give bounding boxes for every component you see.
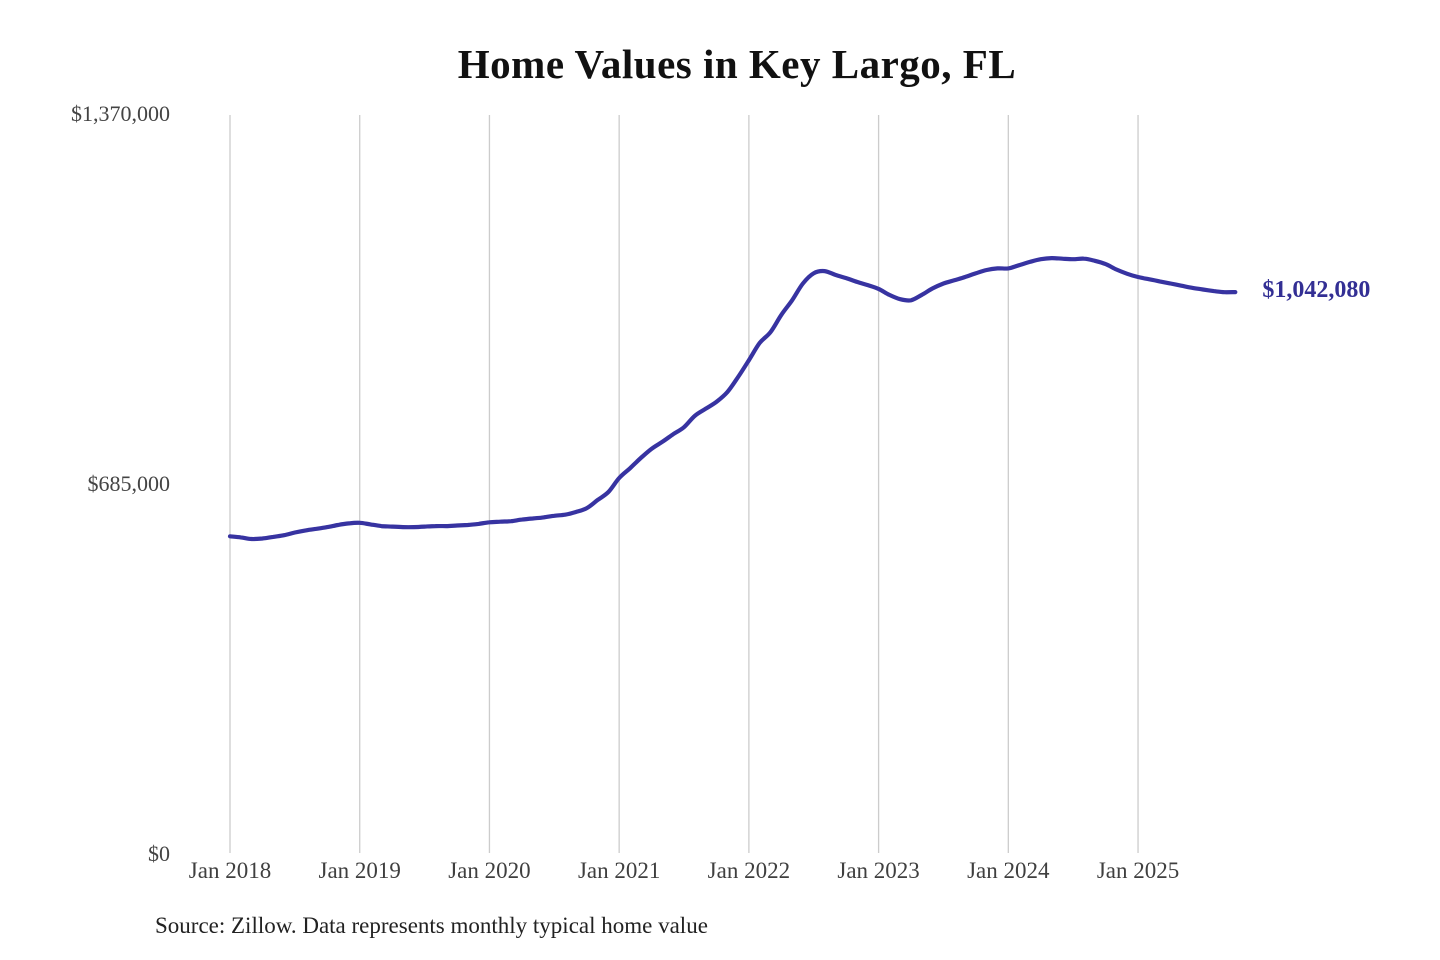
source-note: Source: Zillow. Data represents monthly … (155, 913, 708, 938)
x-axis-tick-label: Jan 2024 (967, 858, 1050, 883)
vertical-gridlines (229, 115, 1139, 853)
x-axis-tick-label: Jan 2019 (318, 858, 401, 883)
x-axis-tick-label: Jan 2018 (188, 858, 272, 883)
x-axis-tick-label: Jan 2023 (837, 858, 920, 883)
current-value-label: $1,042,080 (1262, 277, 1371, 304)
y-axis-tick-label: $0 (148, 841, 170, 866)
chart-title: Home Values in Key Largo, FL (457, 41, 1017, 87)
x-axis-tick-label: Jan 2020 (448, 858, 531, 883)
x-axis-tick-label: Jan 2025 (1096, 858, 1180, 883)
y-axis-tick-label: $1,370,000 (71, 101, 170, 126)
y-axis-tick-label: $685,000 (87, 471, 171, 496)
x-axis-tick-label: Jan 2021 (577, 858, 661, 883)
home-value-line (227, 255, 1238, 542)
x-axis-tick-label: Jan 2022 (707, 858, 791, 883)
